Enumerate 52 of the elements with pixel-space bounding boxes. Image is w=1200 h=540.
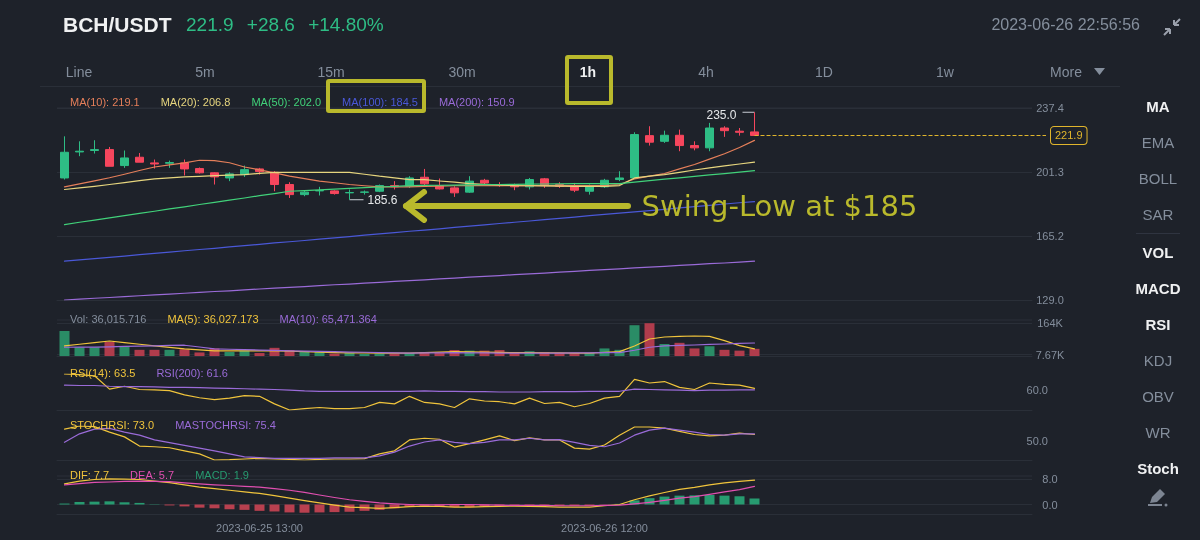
text: 4h xyxy=(697,64,715,80)
text: MA(10): 219.1 xyxy=(70,95,140,108)
text: BOLL xyxy=(1137,170,1179,187)
y-tick-label: 8.0 xyxy=(1042,473,1058,486)
text: MACD xyxy=(1134,280,1182,297)
text: OBV xyxy=(1141,388,1175,405)
series-label: STOCHRSI: 73.0 xyxy=(70,418,155,431)
text: WR xyxy=(1144,424,1172,441)
text: MA xyxy=(1145,98,1171,115)
chart-subtitle: 221.9 +28.6 +14.80% xyxy=(186,14,384,36)
annotation: 50.0 xyxy=(1026,435,1048,448)
text: MA(20): 206.8 xyxy=(160,95,231,108)
series-label: DIF: 7.7 xyxy=(70,468,110,481)
y-tick-label: 164K xyxy=(1037,317,1064,330)
y-tick-label: 7.67K xyxy=(1035,348,1066,361)
x-tick-label: 2023-06-25 13:00 xyxy=(216,521,303,534)
series-label: Vol: 36,015.716 xyxy=(70,312,147,325)
text: 15m xyxy=(316,64,346,80)
x-tick-label: 2023-06-26 12:00 xyxy=(561,521,648,534)
y-tick-label: 201.3 xyxy=(1036,165,1064,178)
text: More xyxy=(1049,64,1083,80)
text: MA(50): 202.0 xyxy=(251,95,322,108)
series-label: RSI(200): 61.6 xyxy=(156,366,228,379)
text: MA(200): 150.9 xyxy=(438,95,515,108)
text: MA(5): 36,027.173 xyxy=(167,312,259,325)
y-tick-label: 129.0 xyxy=(1036,294,1064,306)
text: MA(10): 65,471.364 xyxy=(279,312,377,325)
y-tick-label: 237.4 xyxy=(1036,102,1064,114)
ref-line-label: 221.9 xyxy=(1055,129,1083,142)
text: Stoch xyxy=(1136,460,1180,477)
text: MA(100): 184.5 xyxy=(342,95,418,108)
text: 1h xyxy=(578,64,598,80)
text: 30m xyxy=(447,64,477,80)
text: KDJ xyxy=(1142,352,1174,369)
text: EMA xyxy=(1140,134,1176,151)
annotation: 60.0 xyxy=(1026,384,1048,397)
series-label: DEA: 5.7 xyxy=(130,468,175,481)
text: 5m xyxy=(194,64,216,80)
text: 2023-06-26 22:56:56 xyxy=(991,16,1140,34)
annotation: 235.0 xyxy=(706,108,737,123)
y-tick-label: 165.2 xyxy=(1036,229,1064,242)
annotation: 185.6 xyxy=(367,192,398,207)
text: Line xyxy=(64,64,94,80)
series-label: MASTOCHRSI: 75.4 xyxy=(175,418,276,431)
y-tick-label: 0.0 xyxy=(1042,498,1058,511)
text: SAR xyxy=(1141,206,1175,223)
text: MACD: 1.9 xyxy=(195,468,249,481)
chart-title: BCH/USDT xyxy=(63,13,172,37)
text: RSI xyxy=(1144,316,1172,333)
text: VOL xyxy=(1141,244,1175,261)
text: 1D xyxy=(814,64,834,80)
text: 1w xyxy=(935,64,955,80)
